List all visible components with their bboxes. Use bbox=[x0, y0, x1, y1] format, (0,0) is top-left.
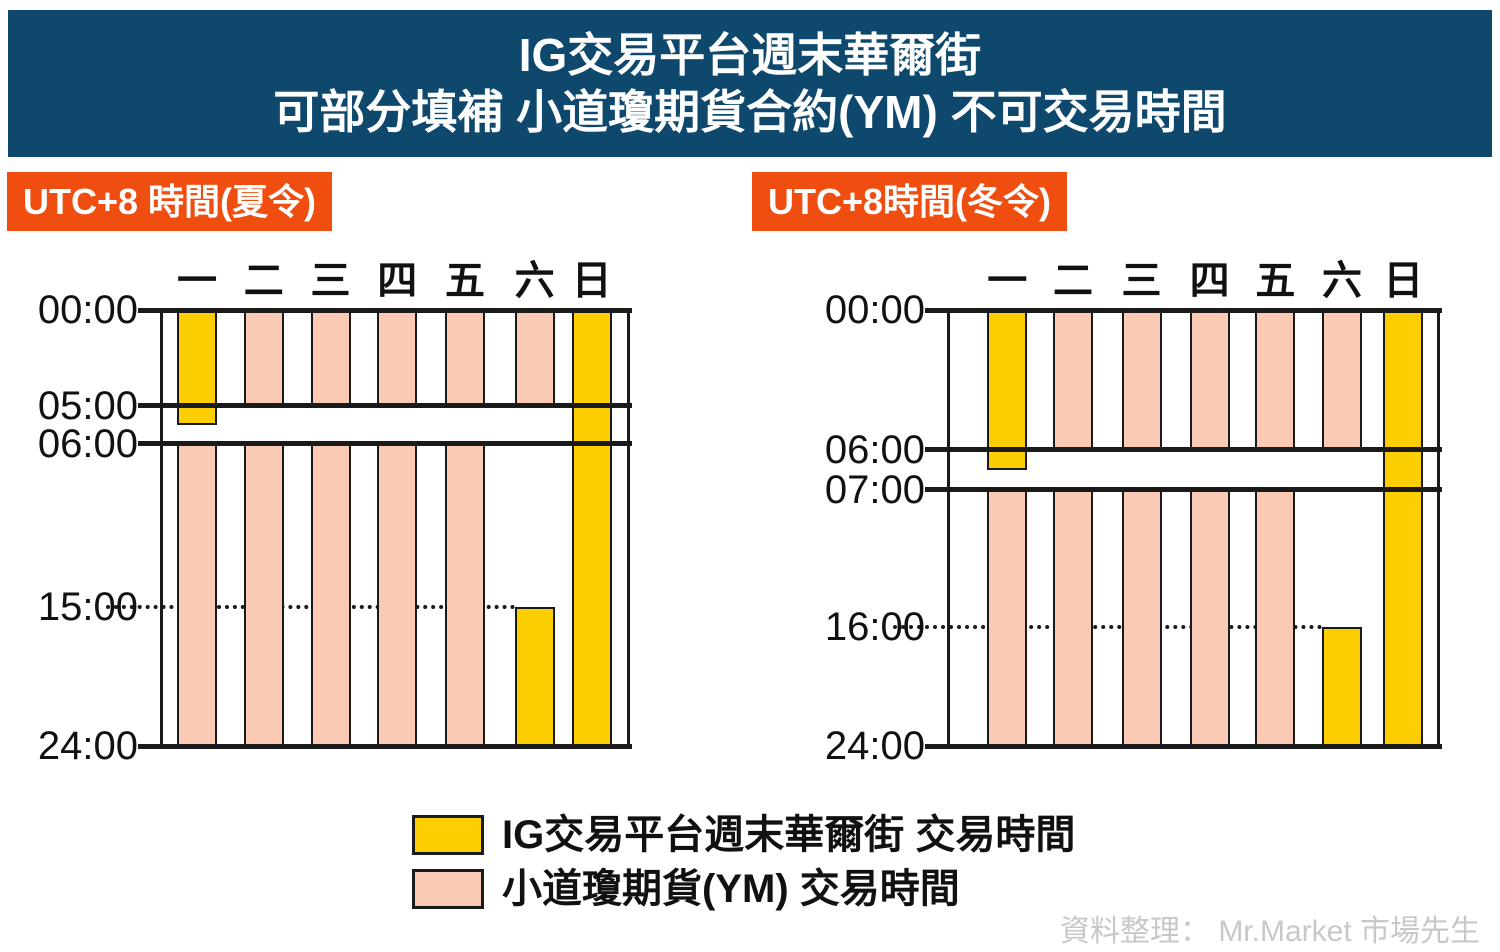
left-axis-line bbox=[946, 310, 950, 746]
bar-utc8-summer-day5-ym bbox=[445, 310, 486, 406]
legend-label-ig: IG交易平台週末華爾街 交易時間 bbox=[502, 813, 1076, 857]
time-tick-05:00: 05:00 bbox=[37, 383, 138, 428]
time-tick-15:00: 15:00 bbox=[37, 584, 138, 629]
time-tick-06:00: 06:00 bbox=[37, 421, 138, 466]
right-axis-line bbox=[626, 310, 630, 746]
bar-utc8-winter-day2-ym bbox=[1052, 489, 1093, 746]
bar-utc8-winter-day6-ym bbox=[1321, 310, 1362, 450]
bar-utc8-summer-day6-ig bbox=[514, 606, 555, 746]
bar-utc8-summer-day2-ym bbox=[243, 443, 284, 746]
chart-summer-utc8: 一二三四五六日 00:00 05:00 06:00 15:00 24:00 bbox=[38, 259, 632, 768]
bar-utc8-summer-day4-ym bbox=[377, 443, 418, 746]
gridline-06:00 bbox=[138, 441, 632, 447]
legend-label-ym: 小道瓊期貨(YM) 交易時間 bbox=[502, 867, 960, 911]
left-axis-line bbox=[159, 310, 163, 746]
bar-utc8-summer-day3-ym bbox=[310, 310, 351, 406]
gridline-00:00 bbox=[138, 307, 632, 313]
day-label-1: 一 bbox=[987, 259, 1028, 303]
time-tick-24:00: 24:00 bbox=[37, 724, 138, 768]
gridline-06:00 bbox=[925, 447, 1442, 453]
title-line-1: IG交易平台週末華爾街 bbox=[518, 28, 982, 81]
bar-utc8-summer-day1-ym bbox=[176, 443, 217, 746]
time-tick-00:00: 00:00 bbox=[37, 288, 138, 332]
bar-utc8-winter-day6-ig bbox=[1321, 627, 1362, 746]
day-label-4: 四 bbox=[377, 259, 418, 303]
day-label-2: 二 bbox=[1052, 259, 1093, 303]
time-tick-06:00: 06:00 bbox=[824, 427, 925, 472]
bar-utc8-winter-day7-ig bbox=[1383, 310, 1424, 746]
chart-winter-utc8: 一二三四五六日 00:00 06:00 07:00 16:00 24:00 bbox=[825, 259, 1442, 768]
dotted-gridline-16:00 bbox=[893, 625, 1322, 630]
bar-utc8-summer-day4-ym bbox=[377, 310, 418, 406]
day-label-7: 日 bbox=[571, 259, 612, 303]
time-tick-24:00: 24:00 bbox=[824, 724, 925, 768]
bar-utc8-winter-day5-ym bbox=[1255, 489, 1296, 746]
bar-utc8-winter-day3-ym bbox=[1121, 489, 1162, 746]
bar-utc8-winter-day1-ig bbox=[987, 310, 1028, 470]
day-label-5: 五 bbox=[445, 259, 486, 303]
bar-utc8-winter-day2-ym bbox=[1052, 310, 1093, 450]
time-tick-16:00: 16:00 bbox=[824, 605, 925, 650]
day-label-3: 三 bbox=[1121, 259, 1162, 303]
time-tick-07:00: 07:00 bbox=[824, 467, 925, 512]
dotted-gridline-15:00 bbox=[106, 604, 515, 609]
title-line-2: 可部分填補 小道瓊期貨合約(YM) 不可交易時間 bbox=[273, 85, 1227, 138]
day-label-7: 日 bbox=[1383, 259, 1424, 303]
bar-utc8-summer-day7-ig bbox=[571, 310, 612, 746]
legend-item-ig: IG交易平台週末華爾街 交易時間 bbox=[412, 812, 1075, 858]
title-banner: IG交易平台週末華爾街 可部分填補 小道瓊期貨合約(YM) 不可交易時間 bbox=[8, 10, 1492, 157]
bar-utc8-winter-day1-ym bbox=[987, 489, 1028, 746]
gridline-05:00 bbox=[138, 403, 632, 409]
gridline-07:00 bbox=[925, 487, 1442, 493]
right-axis-line bbox=[1436, 310, 1440, 746]
gridline-00:00 bbox=[925, 307, 1442, 313]
time-tick-00:00: 00:00 bbox=[824, 288, 925, 332]
bar-utc8-summer-day2-ym bbox=[243, 310, 284, 406]
credit-text: 資料整理： Mr.Market 市場先生 bbox=[1059, 915, 1480, 948]
bar-utc8-summer-day3-ym bbox=[310, 443, 351, 746]
day-label-6: 六 bbox=[1321, 259, 1362, 303]
bar-utc8-winter-day3-ym bbox=[1121, 310, 1162, 450]
day-label-2: 二 bbox=[243, 259, 284, 303]
day-label-4: 四 bbox=[1189, 259, 1230, 303]
legend-item-ym: 小道瓊期貨(YM) 交易時間 bbox=[412, 866, 960, 912]
bar-utc8-winter-day5-ym bbox=[1255, 310, 1296, 450]
legend-swatch-yellow-icon bbox=[412, 815, 484, 855]
timezone-tag-summer: UTC+8 時間(夏令) bbox=[7, 172, 333, 231]
gridline-24:00 bbox=[925, 743, 1442, 749]
legend-swatch-pink-icon bbox=[412, 869, 484, 909]
gridline-24:00 bbox=[138, 743, 632, 749]
bar-utc8-summer-day5-ym bbox=[445, 443, 486, 746]
timezone-tag-winter: UTC+8時間(冬令) bbox=[752, 172, 1068, 231]
day-label-1: 一 bbox=[176, 259, 217, 303]
day-label-3: 三 bbox=[310, 259, 351, 303]
bar-utc8-winter-day4-ym bbox=[1189, 489, 1230, 746]
day-label-6: 六 bbox=[514, 259, 555, 303]
day-label-5: 五 bbox=[1255, 259, 1296, 303]
bar-utc8-winter-day4-ym bbox=[1189, 310, 1230, 450]
bar-utc8-summer-day6-ym bbox=[514, 310, 555, 406]
